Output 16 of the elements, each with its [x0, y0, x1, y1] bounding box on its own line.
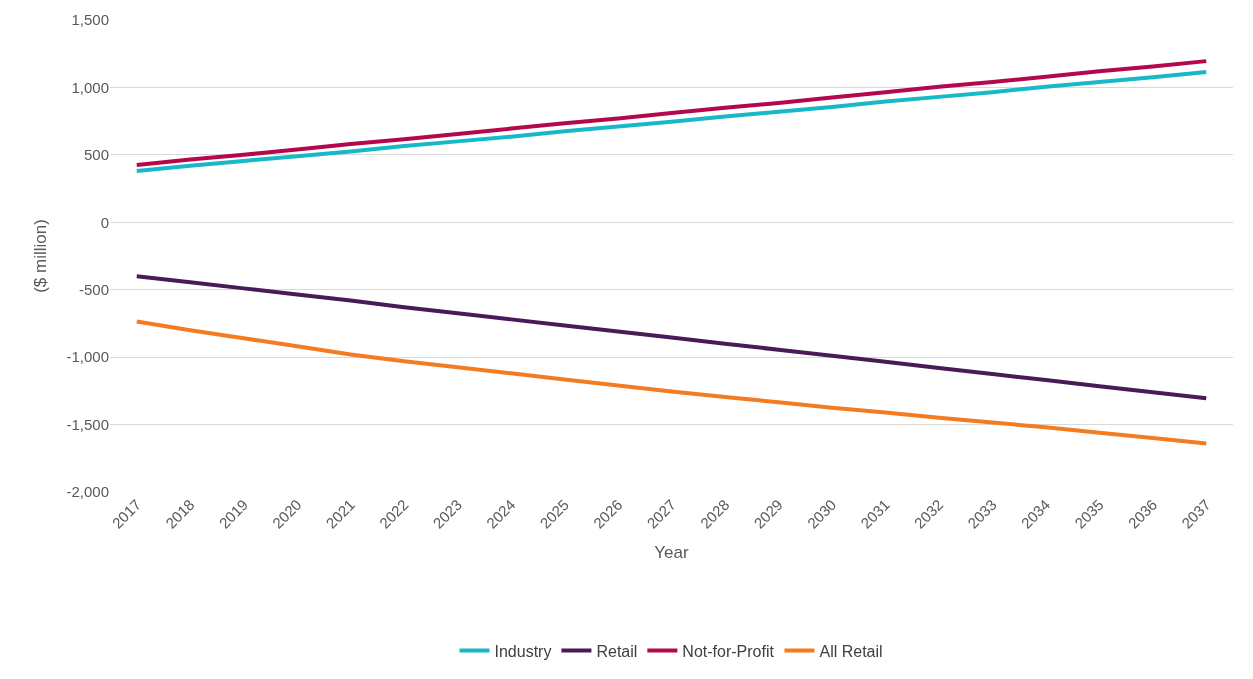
- y-tick-label: 1,500: [71, 11, 109, 29]
- y-tick-label: -2,000: [66, 483, 109, 501]
- legend-label: Not-for-Profit: [682, 642, 775, 660]
- y-tick-label: 0: [100, 213, 109, 231]
- line-series: [134, 274, 1209, 401]
- y-tick-label: 500: [83, 146, 109, 164]
- y-axis-title: ($ million): [31, 219, 50, 293]
- y-tick-label: -1,000: [66, 348, 109, 366]
- line-series: [134, 319, 1209, 446]
- x-axis-title: Year: [654, 542, 690, 562]
- y-tick-label: -500: [78, 280, 109, 298]
- legend-label: Industry: [494, 642, 552, 660]
- legend-label: All Retail: [819, 642, 883, 660]
- y-tick-label: 1,000: [71, 78, 109, 96]
- legend-label: Retail: [596, 642, 638, 660]
- y-tick-label: -1,500: [66, 415, 109, 433]
